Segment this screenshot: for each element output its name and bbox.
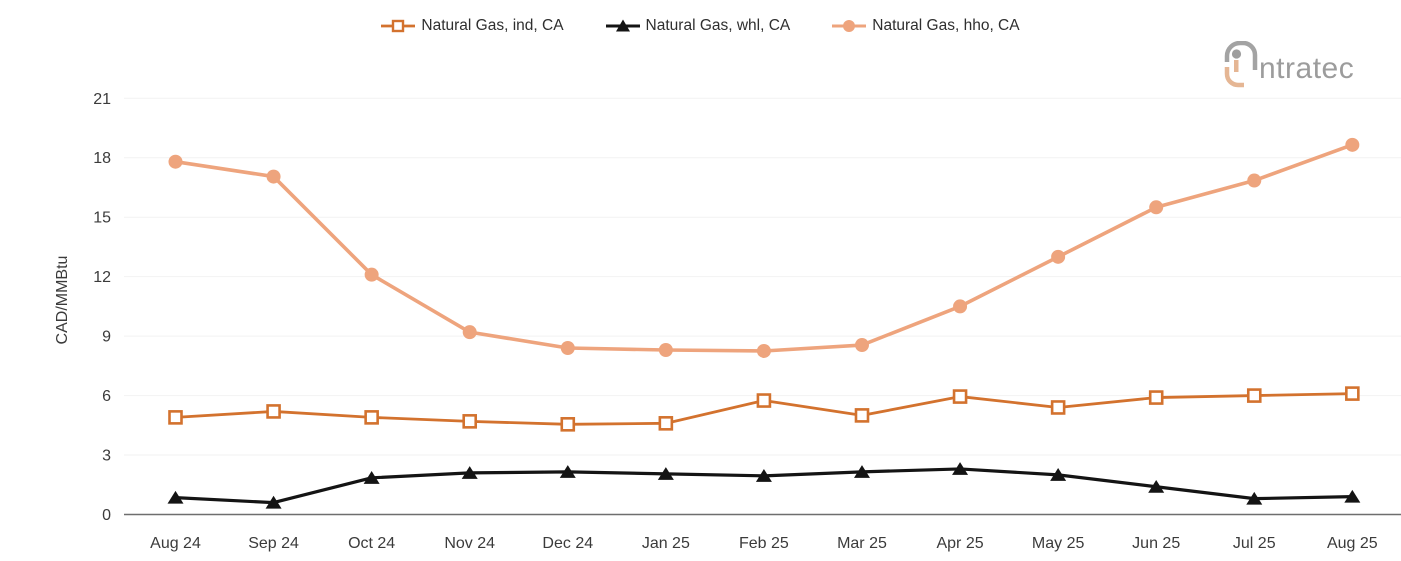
legend-label: Natural Gas, whl, CA bbox=[645, 17, 791, 34]
legend-item-whl[interactable]: Natural Gas, whl, CA bbox=[605, 17, 791, 35]
data-point-marker bbox=[462, 414, 478, 429]
data-point-marker bbox=[952, 462, 969, 475]
data-point-marker bbox=[1148, 479, 1165, 493]
legend-marker bbox=[843, 20, 856, 32]
x-axis-tick-label: Apr 25 bbox=[936, 535, 983, 552]
logo-arc-bottom bbox=[1224, 67, 1244, 88]
data-point-marker bbox=[363, 471, 380, 484]
data-point-marker bbox=[1050, 468, 1067, 481]
series-line bbox=[173, 143, 1355, 353]
data-point-marker bbox=[559, 465, 576, 478]
data-point-marker bbox=[1345, 386, 1360, 401]
data-point-marker bbox=[266, 169, 281, 184]
series-natural-gas-hho-ca bbox=[168, 137, 1360, 358]
legend-label: Natural Gas, hho, CA bbox=[872, 17, 1020, 34]
data-point-marker bbox=[853, 465, 870, 478]
x-axis-tick-label: May 25 bbox=[1032, 535, 1085, 552]
x-axis-tick-label: Sep 24 bbox=[248, 535, 299, 552]
data-point-marker bbox=[1149, 200, 1164, 215]
y-axis-tick-label: 6 bbox=[102, 388, 111, 405]
data-point-marker bbox=[1148, 390, 1164, 405]
x-axis-tick-label: Aug 24 bbox=[150, 535, 201, 552]
logo-arc-top bbox=[1224, 40, 1258, 70]
legend-marker bbox=[392, 19, 405, 33]
chart-legend: Natural Gas, ind, CA Natural Gas, whl, CA… bbox=[0, 17, 1401, 35]
data-point-marker bbox=[953, 299, 968, 314]
data-point-marker bbox=[1050, 400, 1066, 415]
data-point-marker bbox=[560, 341, 575, 356]
square-open-legend-icon bbox=[381, 19, 416, 33]
data-point-marker bbox=[854, 338, 869, 353]
data-point-marker bbox=[658, 342, 673, 357]
y-axis-tick-label: 3 bbox=[102, 448, 111, 465]
data-point-marker bbox=[756, 343, 771, 358]
circle-filled-legend-icon bbox=[832, 20, 867, 32]
x-axis-tick-label: Jan 25 bbox=[642, 535, 690, 552]
data-point-marker bbox=[1247, 173, 1262, 188]
x-axis-tick-label: Jun 25 bbox=[1132, 535, 1180, 552]
data-point-marker bbox=[1344, 489, 1361, 503]
y-axis-tick-label: 21 bbox=[93, 91, 111, 108]
data-point-marker bbox=[657, 467, 674, 480]
x-axis-tick-label: Jul 25 bbox=[1233, 535, 1276, 552]
data-point-marker bbox=[1246, 491, 1263, 505]
logo-text: ntratec bbox=[1259, 52, 1354, 85]
y-axis-tick-label: 12 bbox=[93, 269, 111, 286]
data-point-marker bbox=[560, 417, 576, 432]
intratec-logo-graphic: ntratec bbox=[1224, 40, 1354, 88]
data-point-marker bbox=[658, 416, 674, 431]
x-axis-tick-label: Feb 25 bbox=[739, 535, 789, 552]
y-axis-tick-label: 0 bbox=[102, 507, 111, 524]
data-point-marker bbox=[364, 410, 379, 425]
gridlines bbox=[124, 97, 1401, 456]
data-point-marker bbox=[854, 408, 870, 423]
logo-i-stem bbox=[1234, 60, 1239, 72]
data-point-marker bbox=[167, 490, 184, 504]
series-natural-gas-whl-ca bbox=[167, 462, 1361, 509]
legend-item-ind[interactable]: Natural Gas, ind, CA bbox=[381, 17, 564, 35]
data-point-marker bbox=[265, 495, 282, 509]
data-point-marker bbox=[266, 404, 281, 419]
data-point-marker bbox=[364, 267, 379, 282]
triangle-filled-legend-icon bbox=[605, 19, 640, 32]
chart-series bbox=[167, 137, 1361, 509]
data-point-marker bbox=[461, 466, 478, 479]
legend-label: Natural Gas, ind, CA bbox=[421, 17, 564, 34]
data-point-marker bbox=[755, 469, 772, 482]
data-point-marker bbox=[168, 410, 183, 425]
data-point-marker bbox=[1051, 249, 1066, 264]
y-axis-tick-label: 9 bbox=[102, 329, 111, 346]
data-point-marker bbox=[756, 393, 772, 408]
data-point-marker bbox=[952, 389, 968, 404]
data-point-marker bbox=[462, 325, 477, 340]
legend-item-hho[interactable]: Natural Gas, hho, CA bbox=[832, 17, 1020, 35]
series-natural-gas-ind-ca bbox=[168, 386, 1360, 432]
legend-marker bbox=[615, 19, 630, 32]
data-point-marker bbox=[1345, 137, 1360, 152]
data-point-marker bbox=[168, 154, 183, 169]
logo-i-dot bbox=[1231, 49, 1242, 59]
y-axis-tick-label: 15 bbox=[93, 210, 111, 227]
x-axis-tick-label: Aug 25 bbox=[1327, 535, 1378, 552]
x-axis-tick-label: Dec 24 bbox=[542, 535, 593, 552]
data-point-marker bbox=[1246, 388, 1262, 403]
y-axis-tick-labels: 0 3 6 9 12 15 18 21 bbox=[93, 91, 111, 524]
x-axis-tick-label: Oct 24 bbox=[348, 535, 395, 552]
x-axis-tick-label: Nov 24 bbox=[444, 535, 495, 552]
x-axis-tick-label: Mar 25 bbox=[837, 535, 887, 552]
intratec-logo: ntratec bbox=[1219, 40, 1371, 91]
y-axis-tick-label: 18 bbox=[93, 150, 111, 167]
y-axis-title: CAD/MMBtu bbox=[54, 256, 71, 345]
x-axis-tick-labels: Aug 24 Sep 24 Oct 24 Nov 24 Dec 24 Jan 25 Feb … bbox=[150, 535, 1378, 552]
